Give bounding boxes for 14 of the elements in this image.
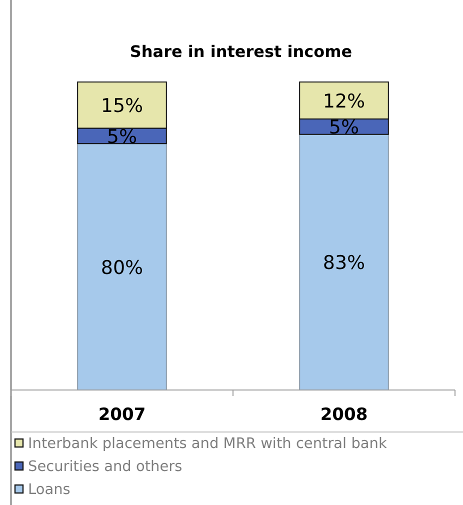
data-label: 5% <box>106 126 138 148</box>
legend-label: Securities and others <box>28 459 182 475</box>
chart-title: Share in interest income <box>130 42 352 61</box>
data-label: 15% <box>100 95 144 118</box>
data-label: 83% <box>322 252 366 274</box>
data-label: 5% <box>328 116 360 139</box>
x-tick-label: 2007 <box>98 405 146 425</box>
x-tick-label: 2008 <box>320 405 368 425</box>
data-label: 12% <box>322 90 366 112</box>
legend-label: Interbank placements and MRR with central bank <box>28 436 388 452</box>
bar <box>77 143 167 390</box>
bar <box>299 134 389 390</box>
legend-label: Loans <box>28 482 70 498</box>
data-label: 80% <box>100 256 144 279</box>
